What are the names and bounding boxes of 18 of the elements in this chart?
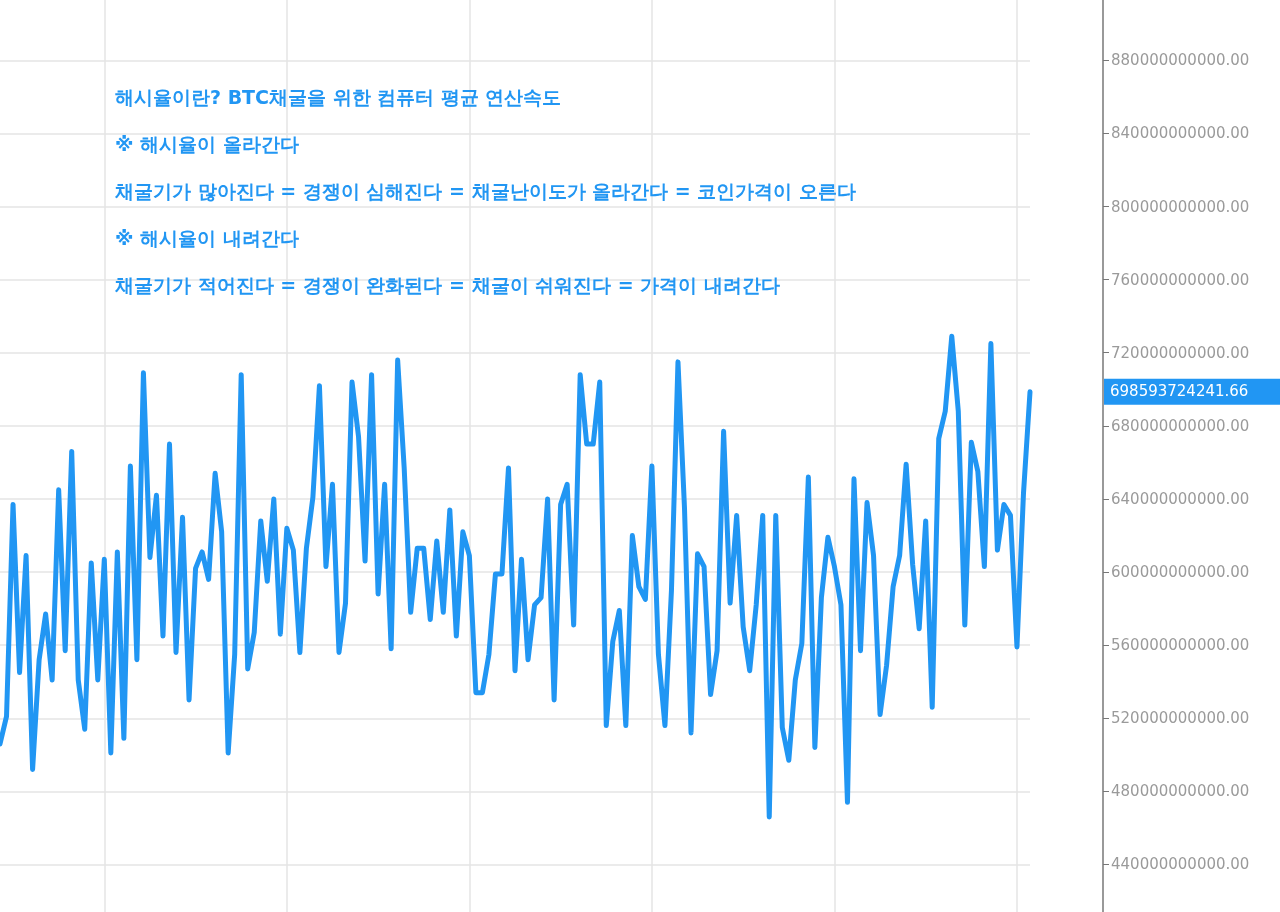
y-tick-label: 880000000000.00 — [1111, 51, 1250, 70]
y-tick-label: 440000000000.00 — [1111, 855, 1250, 874]
y-tick-label: 720000000000.00 — [1111, 343, 1250, 362]
y-tick-label: 680000000000.00 — [1111, 416, 1250, 435]
y-tick-label: 840000000000.00 — [1111, 124, 1250, 143]
y-tick-label: 600000000000.00 — [1111, 563, 1250, 582]
annotation: ※ 해시율이 올라간다 — [115, 132, 299, 155]
y-tick-label: 480000000000.00 — [1111, 782, 1250, 801]
annotation: 해시율이란? BTC채굴을 위한 컴퓨터 평균 연산속도 — [115, 85, 562, 108]
annotation: 채굴기가 적어진다 = 경쟁이 완화된다 = 채굴이 쉬워진다 = 가격이 내려간다 — [114, 273, 780, 296]
y-tick-label: 640000000000.00 — [1111, 489, 1250, 508]
y-tick-label: 800000000000.00 — [1111, 197, 1250, 216]
y-tick-label: 560000000000.00 — [1111, 636, 1250, 655]
y-tick-label: 520000000000.00 — [1111, 709, 1250, 728]
annotation: ※ 해시율이 내려간다 — [115, 226, 299, 249]
text: 698593724241.66 — [1110, 382, 1249, 401]
annotation: 채굴기가 많아진다 = 경쟁이 심해진다 = 채굴난이도가 올라간다 = 코인가격이 오른다 — [114, 179, 856, 202]
y-tick-label: 760000000000.00 — [1111, 270, 1250, 289]
